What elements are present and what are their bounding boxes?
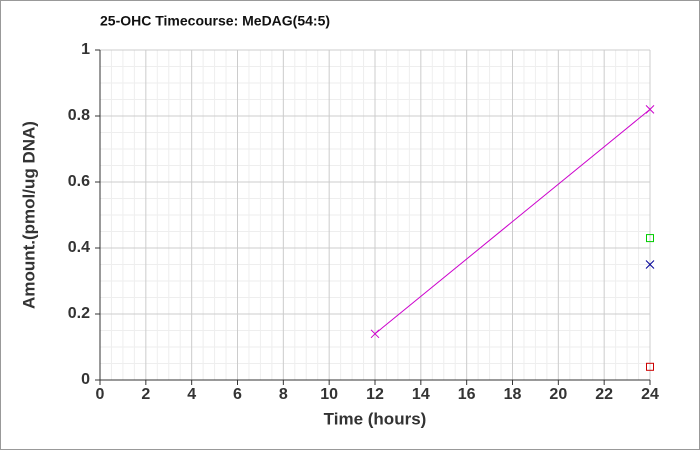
- marker: [645, 105, 655, 114]
- x-tick-label: 14: [412, 386, 430, 403]
- x-tick-label: 2: [141, 386, 150, 403]
- x-tick-label: 8: [279, 386, 288, 403]
- y-tick-label: 1: [81, 41, 90, 58]
- x-tick-label: 20: [549, 386, 567, 403]
- y-tick-label: 0.8: [68, 107, 90, 124]
- y-axis-label: Amount.(pmol/ug DNA): [19, 121, 38, 309]
- x-tick-label: 10: [320, 386, 338, 403]
- x-tick-label: 0: [96, 386, 105, 403]
- chart-title: 25-OHC Timecourse: MeDAG(54:5): [100, 13, 330, 29]
- marker: [646, 234, 654, 243]
- y-tick-label: 0.6: [68, 173, 90, 190]
- x-tick-label: 12: [366, 386, 384, 403]
- y-tick-label: 0.4: [68, 239, 90, 256]
- marker: [370, 329, 380, 339]
- x-tick-label: 4: [187, 386, 196, 403]
- series-line: [374, 109, 651, 335]
- x-tick-label: 6: [233, 386, 242, 403]
- y-tick-label: 0.2: [68, 305, 90, 322]
- x-tick-label: 22: [595, 386, 613, 403]
- x-tick-label: 16: [458, 386, 476, 403]
- x-axis-label: Time (hours): [324, 409, 427, 428]
- marker: [646, 362, 654, 371]
- x-tick-label: 24: [641, 386, 659, 403]
- marker: [645, 260, 655, 269]
- y-tick-label: 0: [81, 371, 90, 388]
- x-tick-label: 18: [504, 386, 522, 403]
